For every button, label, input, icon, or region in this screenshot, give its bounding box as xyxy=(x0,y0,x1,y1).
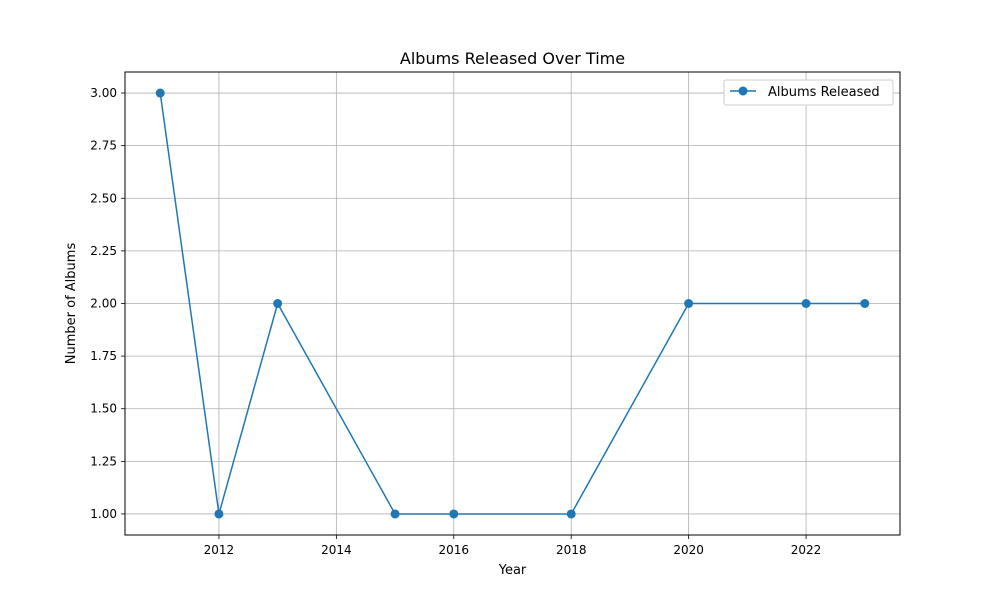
y-tick-label: 1.50 xyxy=(90,402,117,416)
y-tick-label: 1.25 xyxy=(90,454,117,468)
legend: Albums Released xyxy=(723,79,894,106)
x-tick-label: 2014 xyxy=(321,543,352,557)
y-axis: 1.00 1.25 1.50 1.75 2.00 2.25 2.50 2.75 3.00 xyxy=(90,86,125,521)
x-tick-label: 2022 xyxy=(791,543,822,557)
data-point xyxy=(566,509,576,519)
y-tick-label: 1.00 xyxy=(90,507,117,521)
data-point xyxy=(155,88,165,98)
data-point xyxy=(214,509,224,519)
x-axis: 2012 2014 2016 2018 2020 2022 xyxy=(204,535,822,557)
legend-marker-swatch xyxy=(738,86,748,96)
y-tick-label: 2.50 xyxy=(90,191,117,205)
data-point xyxy=(390,509,400,519)
x-tick-label: 2016 xyxy=(439,543,470,557)
y-axis-label: Number of Albums xyxy=(64,243,79,365)
legend-box xyxy=(723,79,894,106)
y-tick-label: 3.00 xyxy=(90,86,117,100)
data-point xyxy=(801,299,811,308)
x-tick-label: 2018 xyxy=(556,543,587,557)
data-point xyxy=(449,509,459,519)
x-tick-label: 2012 xyxy=(204,543,235,557)
data-point xyxy=(273,299,283,308)
chart-title: Albums Released Over Time xyxy=(400,49,625,68)
y-tick-label: 1.75 xyxy=(90,349,117,363)
y-tick-label: 2.25 xyxy=(90,244,117,258)
x-axis-label: Year xyxy=(498,563,527,578)
x-tick-label: 2020 xyxy=(673,543,704,557)
y-tick-label: 2.75 xyxy=(90,139,117,153)
y-tick-label: 2.00 xyxy=(90,297,117,311)
legend-label: Albums Released xyxy=(768,85,880,100)
data-point xyxy=(684,299,694,308)
series-layer xyxy=(155,88,870,519)
data-point xyxy=(860,299,870,308)
